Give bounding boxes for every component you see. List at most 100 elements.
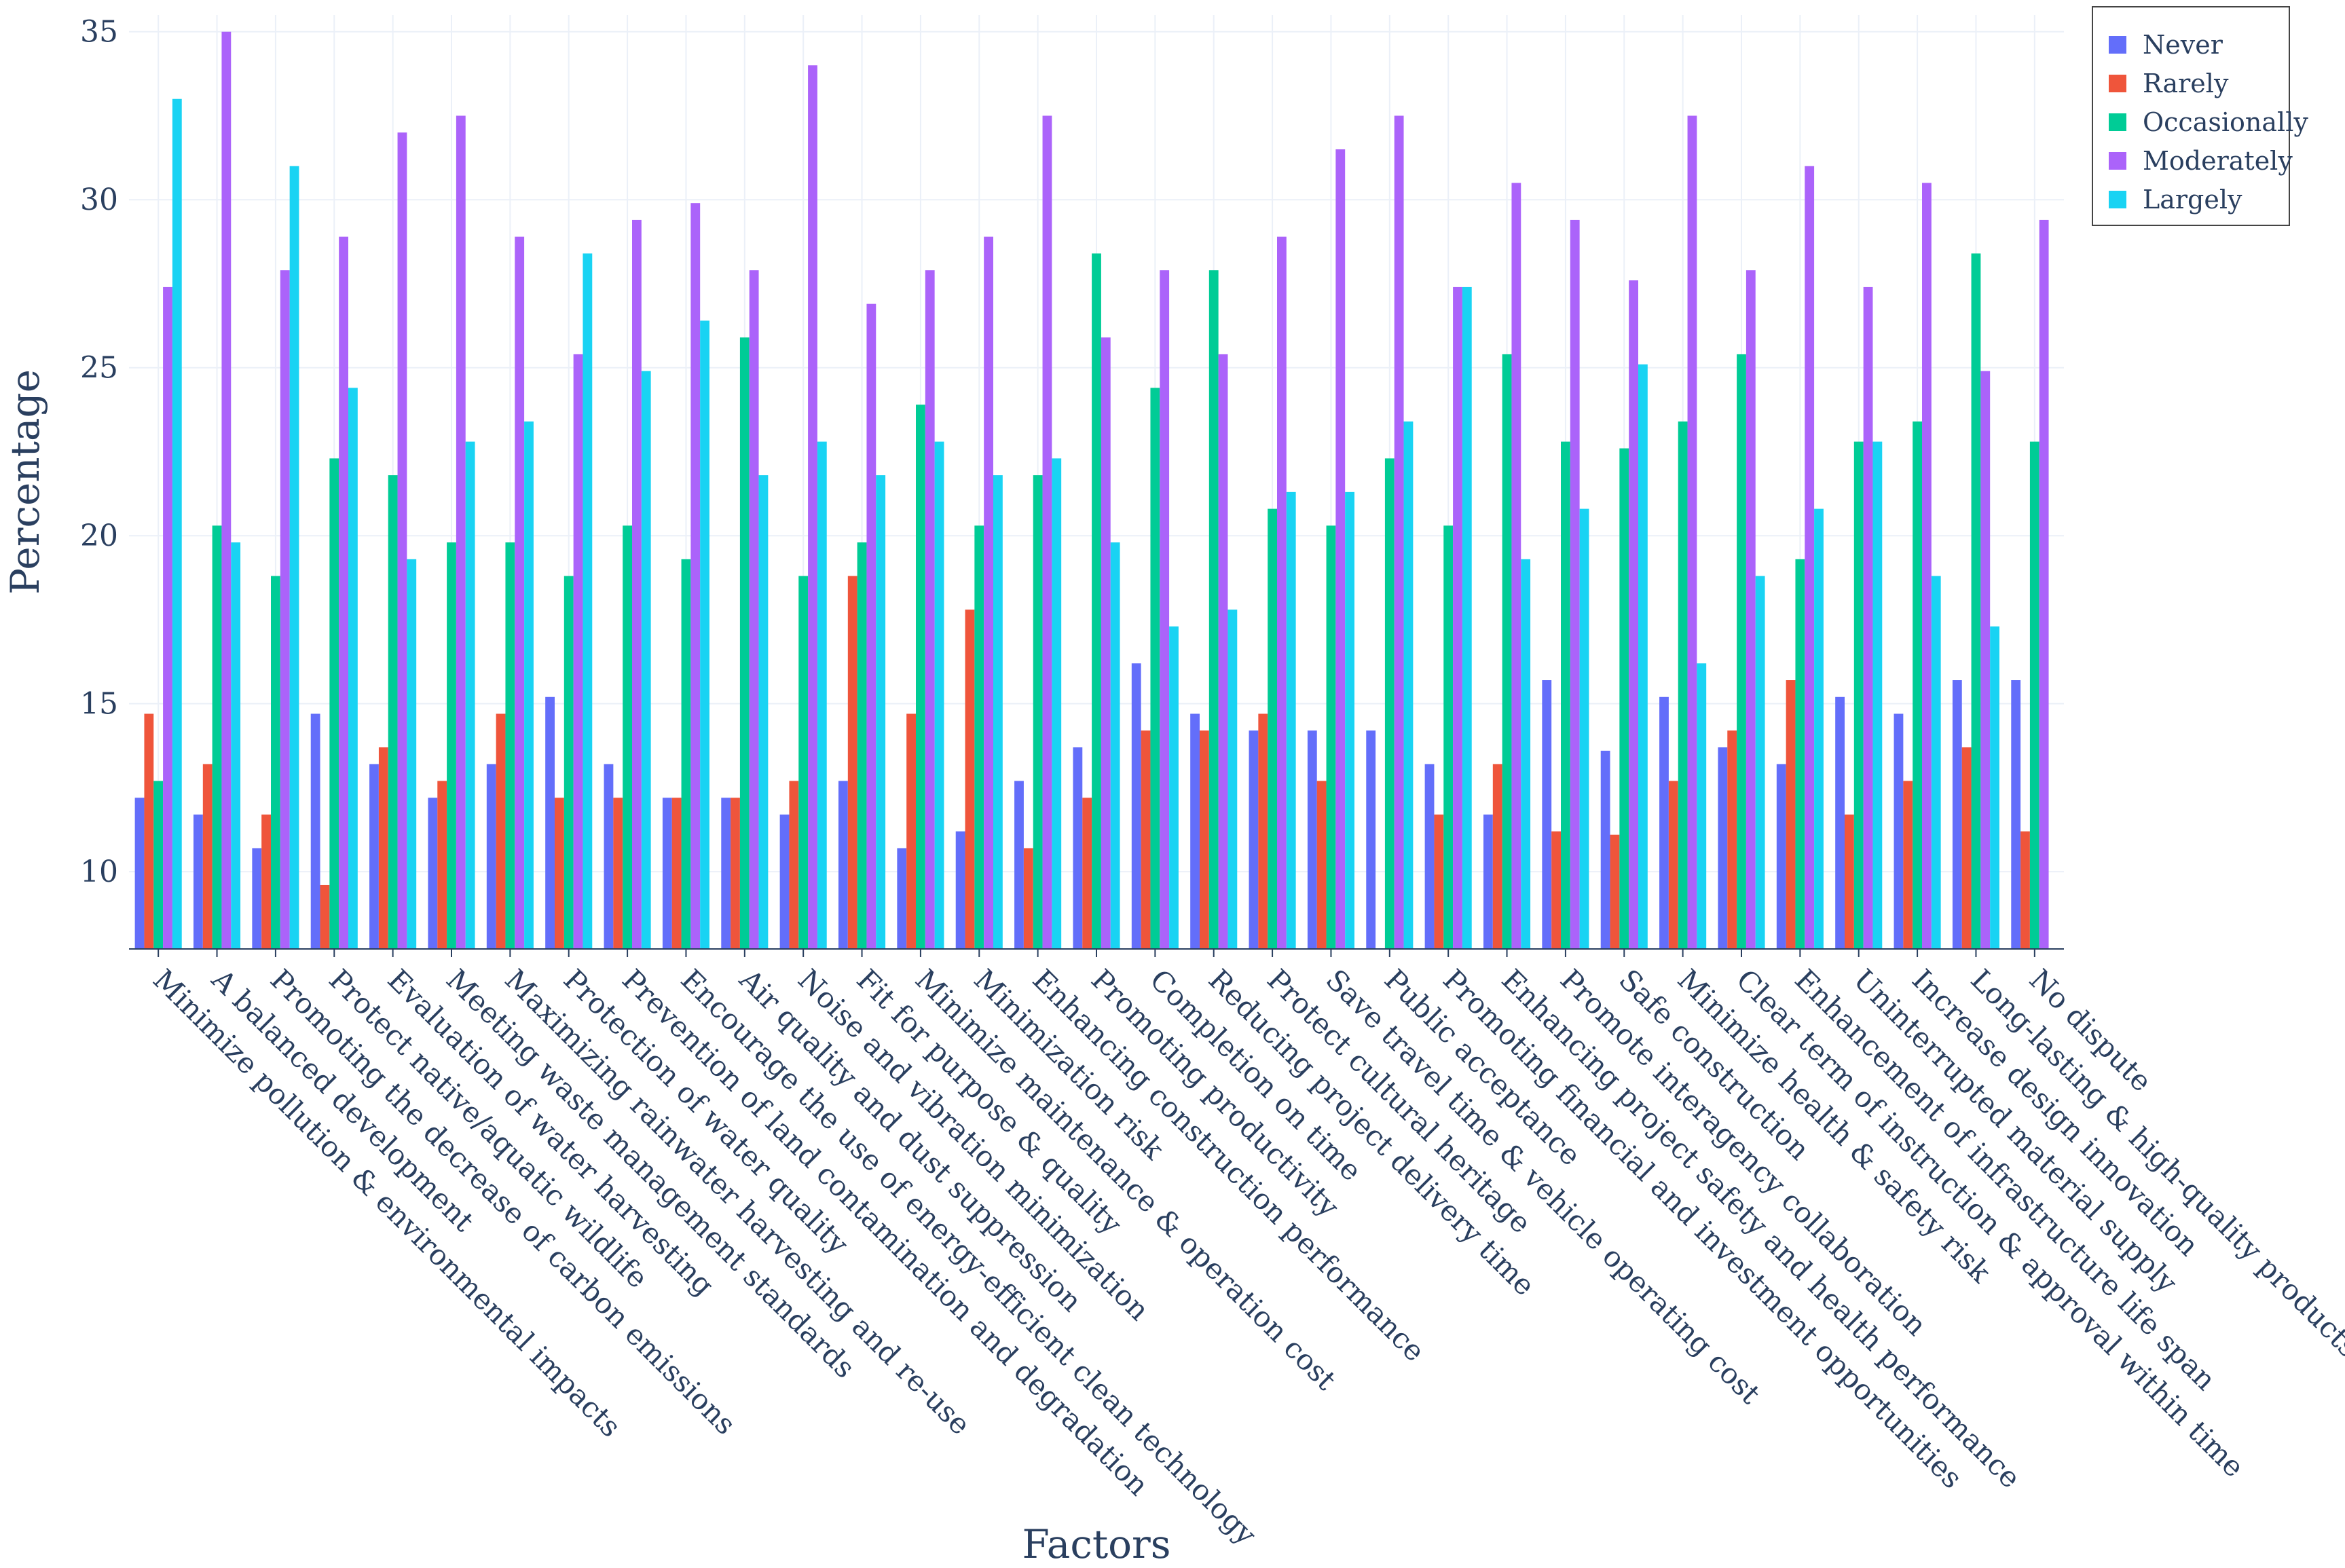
bar-largely bbox=[1814, 508, 1824, 949]
legend-swatch-occasionally bbox=[2109, 113, 2126, 131]
legend-label: Largely bbox=[2143, 185, 2242, 214]
legend-label: Rarely bbox=[2143, 69, 2229, 98]
bar-moderately bbox=[397, 132, 407, 949]
bar-occasionally bbox=[505, 542, 515, 949]
bar-never bbox=[662, 798, 672, 949]
bar-moderately bbox=[808, 65, 817, 949]
bar-rarely bbox=[144, 713, 154, 949]
bar-largely bbox=[348, 388, 358, 949]
bar-largely bbox=[934, 441, 944, 949]
bar-moderately bbox=[456, 115, 466, 949]
bar-never bbox=[486, 764, 496, 949]
bar-never bbox=[252, 848, 262, 949]
bar-rarely bbox=[1200, 730, 1209, 949]
bar-largely bbox=[1638, 364, 1648, 949]
bar-largely bbox=[1697, 663, 1707, 949]
bar-occasionally bbox=[681, 559, 691, 949]
bar-never bbox=[1366, 730, 1376, 949]
bar-occasionally bbox=[1033, 475, 1043, 949]
bar-rarely bbox=[1023, 848, 1033, 949]
bar-moderately bbox=[1570, 219, 1580, 949]
bar-moderately bbox=[1511, 183, 1521, 949]
bar-never bbox=[1014, 781, 1024, 949]
bar-never bbox=[1718, 747, 1728, 949]
bar-largely bbox=[758, 475, 769, 949]
bar-occasionally bbox=[329, 458, 339, 949]
bar-rarely bbox=[1434, 815, 1444, 949]
bar-moderately bbox=[1980, 371, 1991, 949]
bar-never bbox=[838, 781, 848, 949]
bar-occasionally bbox=[1150, 388, 1160, 949]
bar-largely bbox=[1110, 542, 1120, 949]
x-axis-title: Factors bbox=[1022, 1521, 1170, 1567]
bar-never bbox=[428, 798, 438, 949]
legend: Never Rarely Occasionally Moderately Largely bbox=[2092, 6, 2308, 226]
y-tick-label: 20 bbox=[80, 519, 118, 553]
bar-moderately bbox=[1746, 270, 1756, 949]
bar-rarely bbox=[202, 764, 213, 949]
bar-occasionally bbox=[1561, 441, 1570, 949]
bar-largely bbox=[1462, 286, 1472, 949]
bar-moderately bbox=[1042, 115, 1052, 949]
bar-never bbox=[1249, 730, 1259, 949]
bar-occasionally bbox=[1502, 354, 1512, 949]
bar-largely bbox=[993, 475, 1003, 949]
bar-largely bbox=[1579, 508, 1589, 949]
bar-occasionally bbox=[1092, 253, 1101, 950]
bar-largely bbox=[700, 320, 709, 950]
bar-occasionally bbox=[564, 576, 574, 949]
y-tick-label: 15 bbox=[80, 687, 118, 722]
x-axis-ticks: Minimize pollution & environmental impac… bbox=[147, 949, 2345, 1552]
bar-occasionally bbox=[857, 542, 867, 949]
bar-rarely bbox=[1668, 781, 1678, 949]
bar-never bbox=[1835, 696, 1845, 949]
y-tick-label: 25 bbox=[80, 351, 118, 386]
y-tick-label: 10 bbox=[80, 855, 118, 889]
bar-occasionally bbox=[1913, 421, 1922, 949]
bar-never bbox=[1600, 750, 1610, 949]
bar-occasionally bbox=[1971, 253, 1981, 950]
bar-rarely bbox=[261, 815, 271, 949]
bar-never bbox=[897, 848, 907, 949]
bar-rarely bbox=[320, 884, 330, 949]
bar-occasionally bbox=[1853, 441, 1864, 949]
bar-occasionally bbox=[1678, 421, 1688, 949]
bar-largely bbox=[172, 98, 182, 950]
y-axis-ticks: 10 15 20 25 30 35 bbox=[80, 15, 118, 889]
x-tick-label: Long-lasting & high-quality products bbox=[1964, 963, 2345, 1364]
bar-rarely bbox=[1727, 730, 1737, 949]
bar-occasionally bbox=[1384, 458, 1395, 949]
bar-largely bbox=[465, 441, 475, 949]
bar-rarely bbox=[1903, 781, 1913, 949]
bar-never bbox=[1307, 730, 1317, 949]
legend-label: Never bbox=[2143, 30, 2223, 60]
bar-never bbox=[1131, 663, 1141, 949]
legend-swatch-rarely bbox=[2109, 75, 2126, 92]
bar-rarely bbox=[731, 798, 740, 949]
legend-swatch-moderately bbox=[2109, 152, 2126, 170]
bar-occasionally bbox=[1268, 508, 1277, 949]
legend-swatch-largely bbox=[2109, 191, 2126, 208]
bar-never bbox=[1776, 764, 1786, 949]
bar-largely bbox=[1990, 626, 1999, 949]
bar-largely bbox=[817, 441, 827, 949]
bar-occasionally bbox=[739, 337, 750, 949]
bar-never bbox=[310, 713, 320, 949]
bar-never bbox=[2011, 680, 2021, 949]
bar-rarely bbox=[671, 798, 682, 949]
bar-largely bbox=[1227, 610, 1238, 949]
bar-rarely bbox=[437, 781, 447, 949]
bar-occasionally bbox=[1619, 448, 1629, 949]
bar-largely bbox=[1286, 491, 1296, 949]
bar-largely bbox=[1755, 576, 1765, 949]
bar-occasionally bbox=[974, 525, 984, 949]
bar-rarely bbox=[789, 781, 799, 949]
bar-moderately bbox=[280, 270, 290, 949]
bar-moderately bbox=[339, 236, 348, 949]
bar-occasionally bbox=[2029, 441, 2039, 949]
bar-occasionally bbox=[271, 576, 280, 949]
bar-largely bbox=[1169, 626, 1179, 949]
bar-moderately bbox=[1160, 270, 1170, 949]
bar-occasionally bbox=[623, 525, 632, 949]
bar-largely bbox=[1521, 559, 1531, 949]
